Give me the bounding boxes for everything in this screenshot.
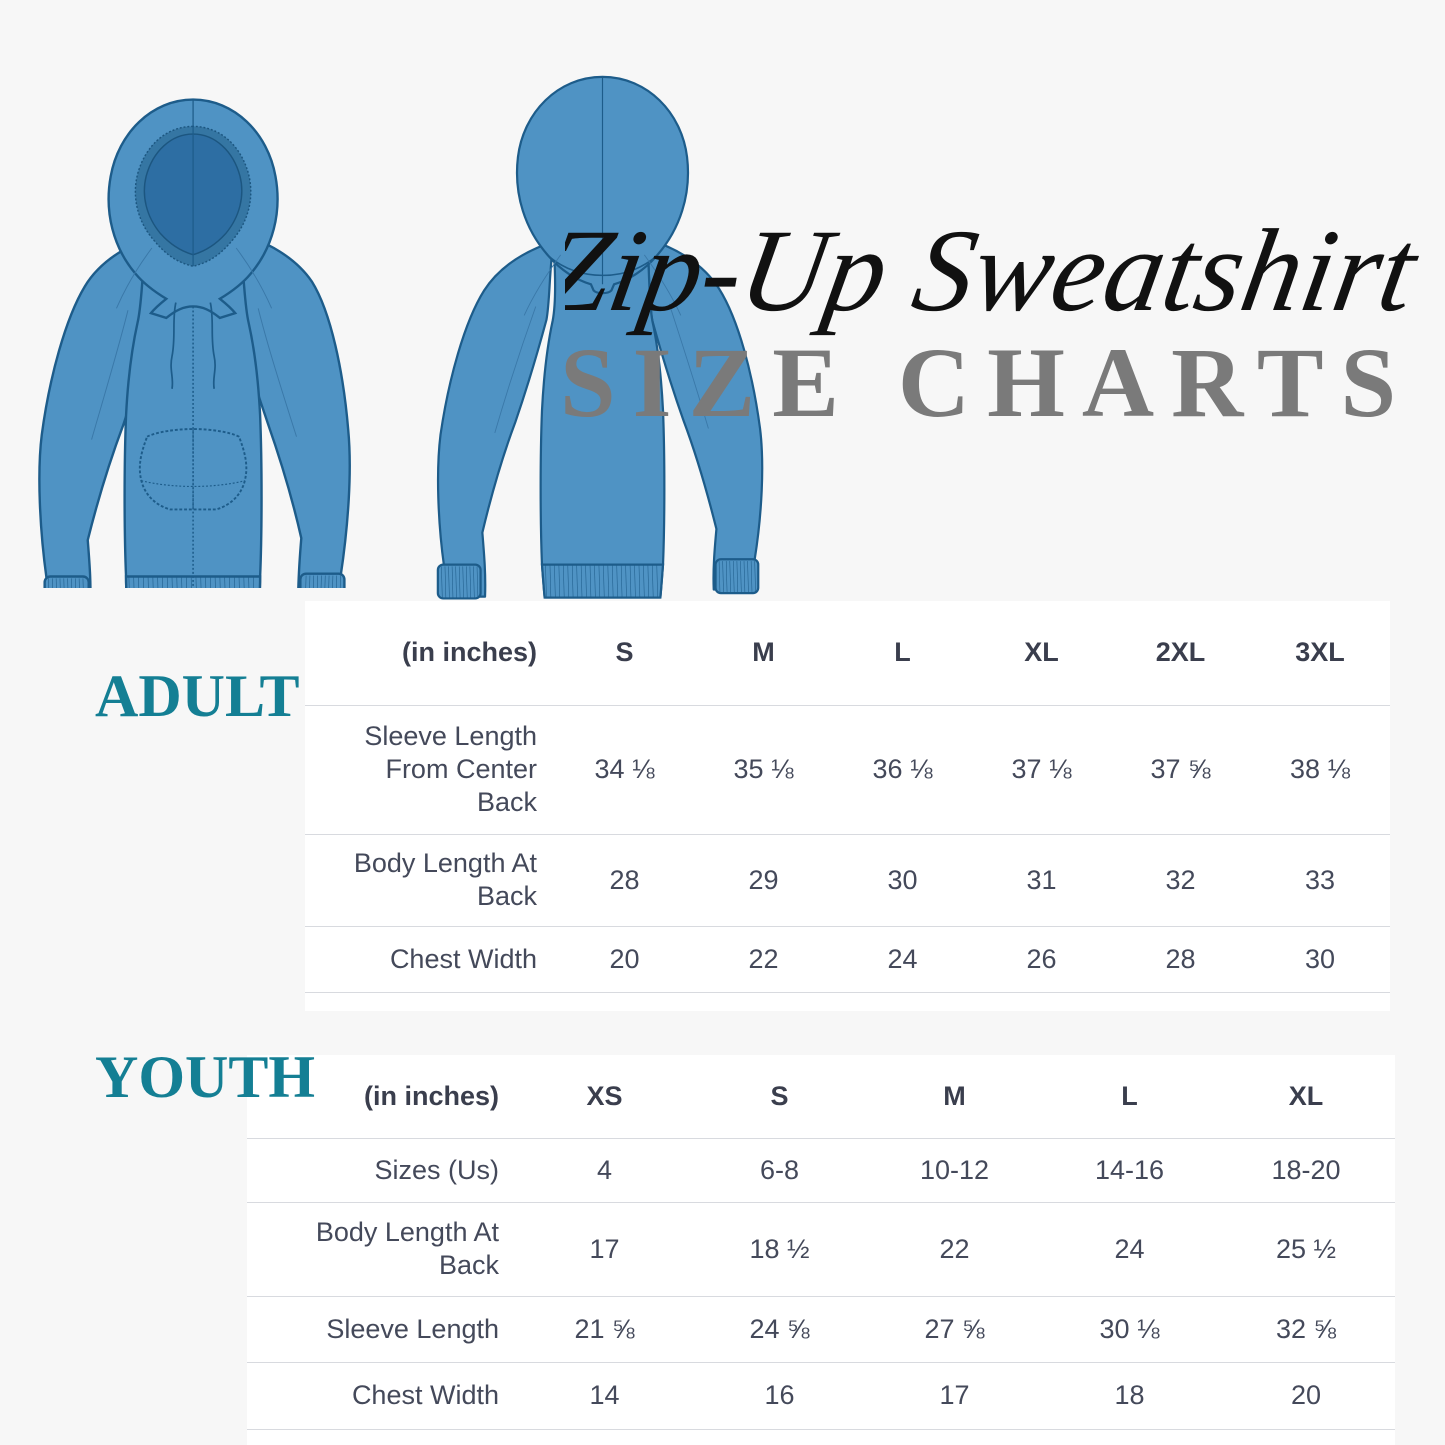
svg-text:Zip-Up Sweatshirt: Zip-Up Sweatshirt — [565, 205, 1429, 336]
